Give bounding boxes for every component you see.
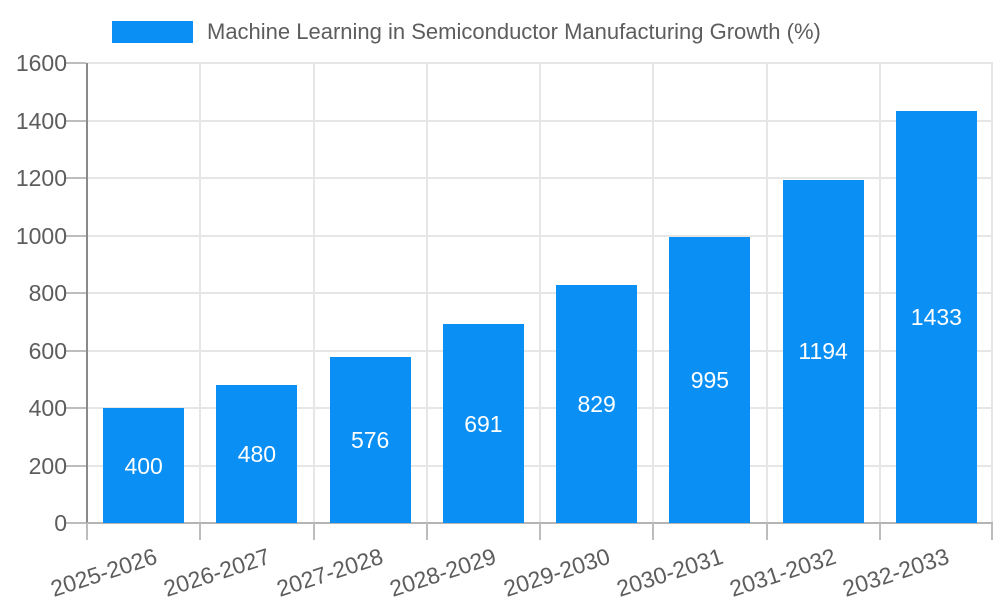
legend-label: Machine Learning in Semiconductor Manufa… — [207, 19, 821, 44]
y-tick-label: 1400 — [15, 107, 67, 134]
x-axis-tick — [878, 523, 881, 540]
y-axis-tick — [66, 177, 86, 179]
y-tick-label: 0 — [54, 510, 67, 536]
bar-value-label: 576 — [350, 427, 390, 454]
bar: 400 — [103, 408, 185, 523]
gridline-vertical — [539, 63, 541, 523]
x-tick-label: 2029-2030 — [500, 543, 613, 600]
bar-value-label: 829 — [577, 390, 616, 417]
bar: 1194 — [782, 179, 864, 523]
bar-value-label: 691 — [464, 410, 503, 437]
y-axis-tick — [66, 62, 86, 64]
y-axis-tick — [66, 407, 86, 409]
bar: 691 — [442, 324, 524, 523]
bar-value-label: 480 — [237, 441, 277, 467]
x-axis-tick — [765, 523, 768, 540]
x-axis-tick — [991, 523, 993, 540]
bar: 1433 — [895, 111, 977, 523]
y-tick-label: 1200 — [15, 165, 67, 191]
y-axis-line — [86, 63, 88, 525]
y-tick-label: 200 — [28, 452, 67, 479]
y-tick-label: 400 — [28, 395, 67, 421]
y-tick-label: 1000 — [15, 222, 67, 249]
gridline-vertical — [312, 63, 315, 523]
gridline-vertical — [425, 63, 428, 523]
y-tick-label: 600 — [28, 337, 67, 364]
bar: 829 — [556, 284, 638, 523]
bar-value-label: 1433 — [910, 303, 962, 330]
y-axis-tick — [66, 119, 86, 122]
gridline-vertical — [652, 63, 655, 523]
bar-value-label: 400 — [124, 452, 163, 479]
bar: 576 — [329, 357, 411, 523]
x-tick-label: 2032-2033 — [839, 543, 953, 600]
bar: 995 — [669, 236, 751, 523]
legend: Machine Learning in Semiconductor Manufa… — [112, 18, 821, 46]
y-axis-tick — [66, 464, 86, 467]
x-axis-tick — [199, 523, 202, 540]
bar-value-label: 995 — [690, 366, 730, 393]
x-axis-tick — [86, 523, 88, 540]
gridline-vertical — [991, 63, 993, 523]
x-axis-tick — [312, 523, 315, 540]
bar-value-label: 1194 — [798, 338, 848, 365]
plot-area: 400 480 576 691 829 995 1194 1433 — [66, 62, 993, 540]
x-axis-tick — [652, 523, 655, 540]
bar: 480 — [216, 385, 298, 523]
y-tick-label: 1600 — [15, 50, 67, 76]
gridline-vertical — [765, 63, 768, 523]
y-axis-tick — [66, 234, 86, 237]
x-tick-label: 2025-2026 — [47, 543, 160, 600]
y-axis-tick — [66, 292, 86, 294]
legend-swatch — [112, 21, 193, 43]
x-tick-label: 2031-2032 — [726, 543, 840, 600]
x-axis-tick — [425, 523, 428, 540]
y-axis-tick — [66, 522, 86, 524]
x-tick-label: 2030-2031 — [613, 543, 726, 600]
x-tick-label: 2026-2027 — [160, 543, 273, 600]
gridline-vertical — [878, 63, 881, 523]
x-tick-label: 2028-2029 — [386, 543, 500, 600]
y-axis-tick — [66, 349, 86, 352]
gridline-vertical — [199, 63, 202, 523]
x-axis-tick — [539, 523, 541, 540]
x-tick-label: 2027-2028 — [273, 543, 387, 600]
y-tick-label: 800 — [28, 280, 67, 306]
